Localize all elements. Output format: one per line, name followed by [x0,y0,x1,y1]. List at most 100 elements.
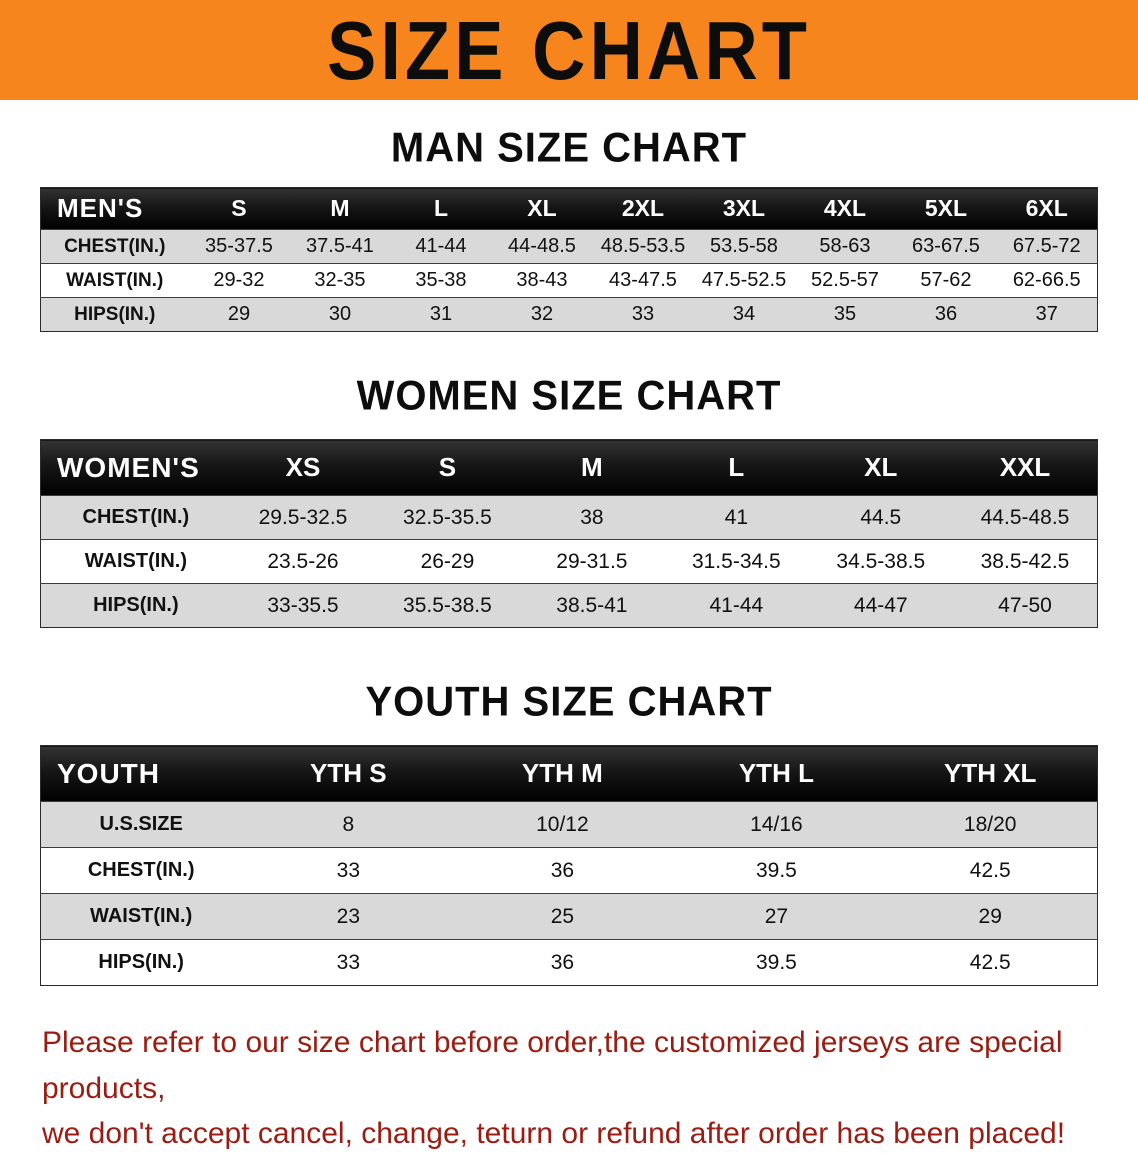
row-label-cell: WAIST(IN.) [40,893,242,940]
size-header-cell: YTH M [455,745,670,802]
value-cell: 35.5-38.5 [375,583,520,628]
value-cell: 31.5-34.5 [664,539,809,584]
men-size-table: MEN'S S M L XL 2XL 3XL 4XL 5XL 6XL CHEST(IN.) 35-37… [40,187,1098,332]
value-cell: 34.5-38.5 [808,539,954,584]
table-row: CHEST(IN.) 35-37.5 37.5-41 41-44 44-48.5 48.5… [40,229,1098,264]
value-cell: 41-44 [390,229,492,264]
table-header-row: MEN'S S M L XL 2XL 3XL 4XL 5XL 6XL [40,187,1098,230]
value-cell: 62-66.5 [996,263,1098,298]
size-header-cell: 3XL [693,187,795,230]
row-label-cell: CHEST(IN.) [40,847,242,894]
value-cell: 53.5-58 [693,229,795,264]
value-cell: 25 [455,893,670,940]
table-row: WAIST(IN.) 23 25 27 29 [40,893,1098,940]
section-heading-women: WOMEN SIZE CHART [356,372,782,420]
value-cell: 52.5-57 [794,263,896,298]
value-cell: 47.5-52.5 [693,263,795,298]
value-cell: 63-67.5 [895,229,997,264]
size-header-cell: L [664,439,809,496]
size-header-cell: XXL [953,439,1098,496]
table-row: CHEST(IN.) 29.5-32.5 32.5-35.5 38 41 44.5 44.5… [40,495,1098,540]
value-cell: 29 [883,893,1098,940]
table-row: HIPS(IN.) 33-35.5 35.5-38.5 38.5-41 41-44 44-… [40,583,1098,628]
value-cell: 38-43 [491,263,593,298]
table-title-cell: WOMEN'S [40,439,231,496]
table-title-cell: MEN'S [40,187,189,230]
value-cell: 47-50 [953,583,1098,628]
size-header-cell: L [390,187,492,230]
row-label-cell: HIPS(IN.) [40,297,189,332]
value-cell: 8 [241,801,456,848]
table-row: HIPS(IN.) 33 36 39.5 42.5 [40,939,1098,986]
page-title: SIZE CHART [327,3,811,97]
value-cell: 33 [241,939,456,986]
value-cell: 42.5 [883,939,1098,986]
notice-line-2: we don't accept cancel, change, teturn o… [42,1117,1066,1151]
value-cell: 38.5-42.5 [953,539,1098,584]
value-cell: 36 [895,297,997,332]
table-row: HIPS(IN.) 29 30 31 32 33 34 35 36 37 [40,297,1098,332]
value-cell: 35-37.5 [188,229,290,264]
value-cell: 32 [491,297,593,332]
row-label-cell: HIPS(IN.) [40,939,242,986]
table-header-row: WOMEN'S XS S M L XL XXL [40,439,1098,496]
size-header-cell: YTH S [241,745,456,802]
row-label-cell: HIPS(IN.) [40,583,231,628]
value-cell: 44-47 [808,583,954,628]
value-cell: 48.5-53.5 [592,229,694,264]
value-cell: 58-63 [794,229,896,264]
value-cell: 23 [241,893,456,940]
table-row: WAIST(IN.) 23.5-26 26-29 29-31.5 31.5-34.5 34… [40,539,1098,584]
value-cell: 38 [519,495,665,540]
size-header-cell: YTH XL [883,745,1098,802]
value-cell: 30 [289,297,391,332]
size-header-cell: M [289,187,391,230]
value-cell: 32-35 [289,263,391,298]
section-men: MAN SIZE CHART MEN'S S M L XL 2XL 3XL 4XL 5XL 6XL… [0,124,1138,332]
value-cell: 67.5-72 [996,229,1098,264]
value-cell: 36 [455,939,670,986]
section-heading-men: MAN SIZE CHART [390,124,748,172]
value-cell: 44.5-48.5 [953,495,1098,540]
value-cell: 18/20 [883,801,1098,848]
youth-size-table: YOUTH YTH S YTH M YTH L YTH XL U.S.SIZE 8 10/12… [40,745,1098,986]
value-cell: 43-47.5 [592,263,694,298]
value-cell: 34 [693,297,795,332]
value-cell: 41 [664,495,809,540]
value-cell: 31 [390,297,492,332]
size-header-cell: XL [808,439,954,496]
value-cell: 33 [241,847,456,894]
value-cell: 29-31.5 [519,539,665,584]
value-cell: 38.5-41 [519,583,665,628]
value-cell: 26-29 [375,539,520,584]
value-cell: 29.5-32.5 [230,495,376,540]
value-cell: 44.5 [808,495,954,540]
value-cell: 42.5 [883,847,1098,894]
table-row: U.S.SIZE 8 10/12 14/16 18/20 [40,801,1098,848]
value-cell: 37.5-41 [289,229,391,264]
size-header-cell: S [188,187,290,230]
value-cell: 35-38 [390,263,492,298]
size-header-cell: 6XL [996,187,1098,230]
value-cell: 29-32 [188,263,290,298]
size-header-cell: XS [230,439,376,496]
row-label-cell: WAIST(IN.) [40,539,231,584]
size-header-cell: XL [491,187,593,230]
value-cell: 32.5-35.5 [375,495,520,540]
size-header-cell: S [375,439,520,496]
table-header-row: YOUTH YTH S YTH M YTH L YTH XL [40,745,1098,802]
footer-notice: Please refer to our size chart before or… [42,1020,1096,1157]
table-title-cell: YOUTH [40,745,242,802]
value-cell: 29 [188,297,290,332]
value-cell: 14/16 [669,801,884,848]
size-header-cell: 5XL [895,187,997,230]
size-header-cell: M [519,439,665,496]
value-cell: 41-44 [664,583,809,628]
row-label-cell: U.S.SIZE [40,801,242,848]
row-label-cell: CHEST(IN.) [40,229,189,264]
value-cell: 57-62 [895,263,997,298]
table-row: WAIST(IN.) 29-32 32-35 35-38 38-43 43-47.5 47.… [40,263,1098,298]
value-cell: 37 [996,297,1098,332]
size-header-cell: 4XL [794,187,896,230]
